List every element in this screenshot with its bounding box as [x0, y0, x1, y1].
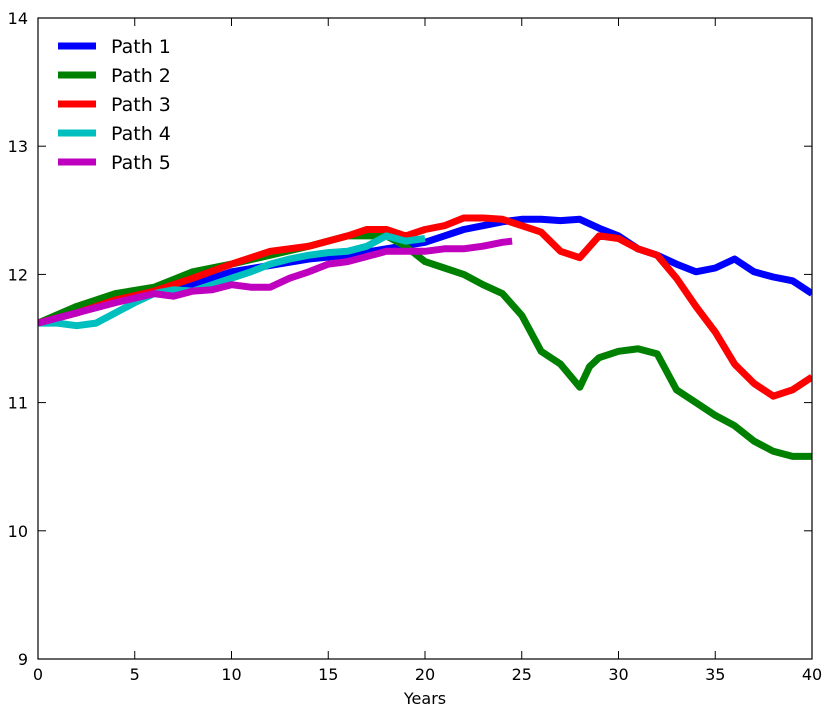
- legend-label: Path 5: [111, 152, 171, 174]
- y-tick-label: 13: [8, 137, 28, 156]
- y-tick-label: 14: [8, 9, 28, 28]
- series-line-path-3: [38, 214, 812, 400]
- legend-label: Path 1: [111, 36, 171, 58]
- x-tick-label: 40: [802, 665, 822, 684]
- y-axis: 9 10 11 12 13 14: [8, 9, 812, 669]
- legend: Path 1 Path 2 Path 3 Path 4 Path 5: [58, 36, 171, 174]
- y-tick-label: 9: [18, 650, 28, 669]
- x-axis: 0 5 10 15 20 25 30 35 40: [33, 18, 822, 684]
- series-line-path-1: [38, 215, 812, 327]
- series-line-path-4: [38, 232, 426, 330]
- x-tick-label: 35: [705, 665, 725, 684]
- x-tick-label: 30: [608, 665, 628, 684]
- series-line-path-5: [38, 237, 513, 327]
- x-tick-label: 25: [512, 665, 532, 684]
- legend-label: Path 4: [111, 123, 171, 145]
- y-tick-label: 12: [8, 265, 28, 284]
- series-layer: [38, 214, 812, 460]
- legend-label: Path 2: [111, 65, 171, 87]
- x-tick-label: 15: [318, 665, 338, 684]
- x-tick-label: 5: [130, 665, 140, 684]
- x-tick-label: 20: [415, 665, 435, 684]
- x-tick-label: 10: [221, 665, 241, 684]
- legend-label: Path 3: [111, 94, 171, 116]
- y-tick-label: 10: [8, 522, 28, 541]
- y-tick-label: 11: [8, 394, 28, 413]
- x-axis-label: Years: [403, 689, 446, 708]
- x-tick-label: 0: [33, 665, 43, 684]
